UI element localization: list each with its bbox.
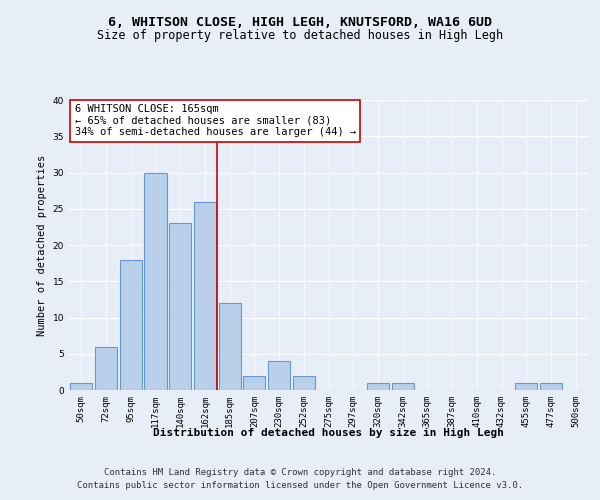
Bar: [119, 260, 142, 390]
Bar: [540, 383, 562, 390]
Text: Contains public sector information licensed under the Open Government Licence v3: Contains public sector information licen…: [77, 480, 523, 490]
Bar: [515, 383, 538, 390]
Bar: [243, 376, 265, 390]
Bar: [268, 361, 290, 390]
Bar: [95, 346, 117, 390]
Text: 6, WHITSON CLOSE, HIGH LEGH, KNUTSFORD, WA16 6UD: 6, WHITSON CLOSE, HIGH LEGH, KNUTSFORD, …: [108, 16, 492, 29]
Bar: [218, 303, 241, 390]
Bar: [392, 383, 414, 390]
Text: Size of property relative to detached houses in High Legh: Size of property relative to detached ho…: [97, 30, 503, 43]
Bar: [293, 376, 315, 390]
Bar: [145, 172, 167, 390]
Bar: [194, 202, 216, 390]
Text: 6 WHITSON CLOSE: 165sqm
← 65% of detached houses are smaller (83)
34% of semi-de: 6 WHITSON CLOSE: 165sqm ← 65% of detache…: [74, 104, 356, 138]
Text: Distribution of detached houses by size in High Legh: Distribution of detached houses by size …: [154, 428, 504, 438]
Bar: [367, 383, 389, 390]
Bar: [70, 383, 92, 390]
Y-axis label: Number of detached properties: Number of detached properties: [37, 154, 47, 336]
Text: Contains HM Land Registry data © Crown copyright and database right 2024.: Contains HM Land Registry data © Crown c…: [104, 468, 496, 477]
Bar: [169, 223, 191, 390]
